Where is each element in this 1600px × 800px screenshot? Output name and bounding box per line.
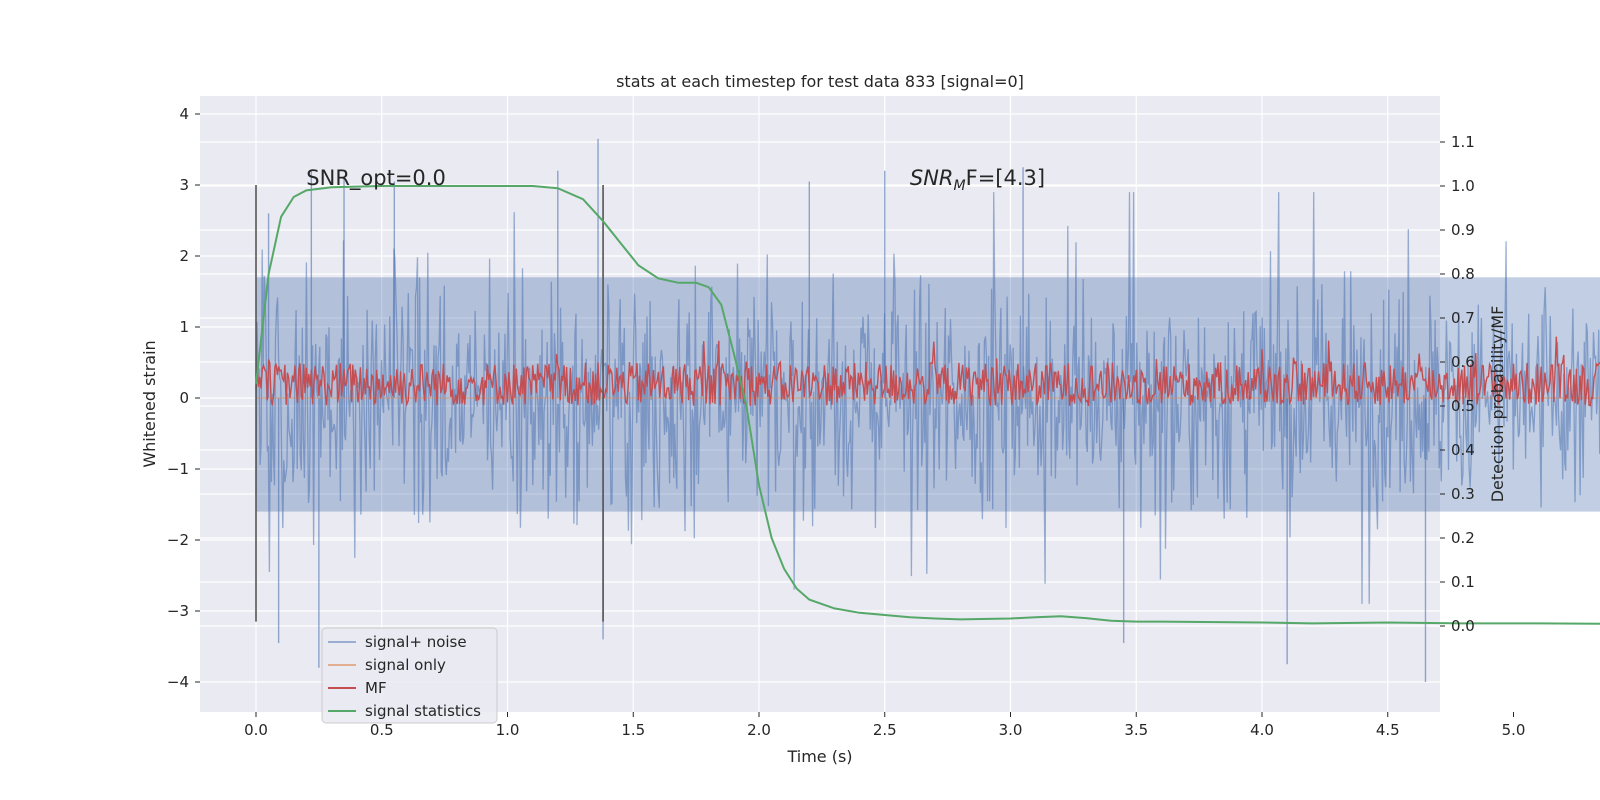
series-signal-statistics [255, 185, 1600, 625]
annotation-0: SNR_opt=0.0 [306, 166, 446, 191]
y-right-tick-label-8: 0.8 [1451, 265, 1475, 283]
x-tick-label-3: 1.5 [621, 721, 645, 739]
y-right-tick-label-4: 0.4 [1451, 441, 1475, 459]
y-right-tick-label-3: 0.3 [1451, 485, 1475, 503]
y-right-tick-label-6: 0.6 [1451, 353, 1475, 371]
legend-box [321, 627, 498, 724]
legend-label-0: signal+ noise [365, 633, 467, 651]
axis-ticks: 0.00.51.01.52.02.53.03.54.04.55.05.56.06… [167, 105, 1526, 739]
y-left-tick-label-6: 2 [179, 247, 189, 265]
signal-noise-line [255, 192, 1600, 604]
y-left-tick-label-3: −1 [167, 460, 189, 478]
y-right-tick-label-1: 0.1 [1451, 573, 1475, 591]
y-axis-left-label: Whitened strain [140, 340, 159, 467]
x-tick-label-8: 4.0 [1250, 721, 1274, 739]
y-right-tick-label-10: 1.0 [1451, 177, 1475, 195]
y-left-tick-label-4: 0 [179, 389, 189, 407]
legend-label-3: signal statistics [365, 702, 481, 720]
y-left-tick-label-1: −3 [167, 602, 189, 620]
x-tick-label-10: 5.0 [1502, 721, 1526, 739]
series-mf [255, 336, 1600, 407]
y-left-tick-label-7: 3 [179, 176, 189, 194]
y-axis-right-label: Detection probability/MF [1488, 306, 1507, 503]
y-right-tick-label-2: 0.2 [1451, 529, 1475, 547]
legend-label-2: MF [365, 679, 387, 697]
mf-line [255, 336, 1600, 407]
x-tick-label-9: 4.5 [1376, 721, 1400, 739]
legend-label-1: signal only [365, 656, 446, 674]
x-tick-label-5: 2.5 [873, 721, 897, 739]
x-tick-label-2: 1.0 [496, 721, 520, 739]
legend: signal+ noise signal only MF signal statist… [321, 627, 498, 724]
x-axis-label: Time (s) [786, 747, 852, 766]
chart-title: stats at each timestep for test data 833… [616, 72, 1024, 91]
y-right-tick-label-11: 1.1 [1451, 133, 1475, 151]
y-right-tick-label-0: 0.0 [1451, 617, 1475, 635]
signal-statistics-line [255, 185, 1600, 625]
y-left-tick-label-8: 4 [179, 105, 189, 123]
x-tick-label-0: 0.0 [244, 721, 268, 739]
y-left-tick-label-2: −2 [167, 531, 189, 549]
x-tick-label-4: 2.0 [747, 721, 771, 739]
x-tick-label-7: 3.5 [1124, 721, 1148, 739]
x-tick-label-6: 3.0 [999, 721, 1023, 739]
y-right-tick-label-9: 0.9 [1451, 221, 1475, 239]
vertical-markers [255, 185, 604, 622]
y-right-tick-label-5: 0.5 [1451, 397, 1475, 415]
annotation-1: SNRMF=[4.3] [910, 166, 1045, 194]
y-right-tick-label-7: 0.7 [1451, 309, 1475, 327]
y-left-tick-label-0: −4 [167, 673, 189, 691]
x-tick-label-1: 0.5 [370, 721, 394, 739]
y-left-tick-label-5: 1 [179, 318, 189, 336]
